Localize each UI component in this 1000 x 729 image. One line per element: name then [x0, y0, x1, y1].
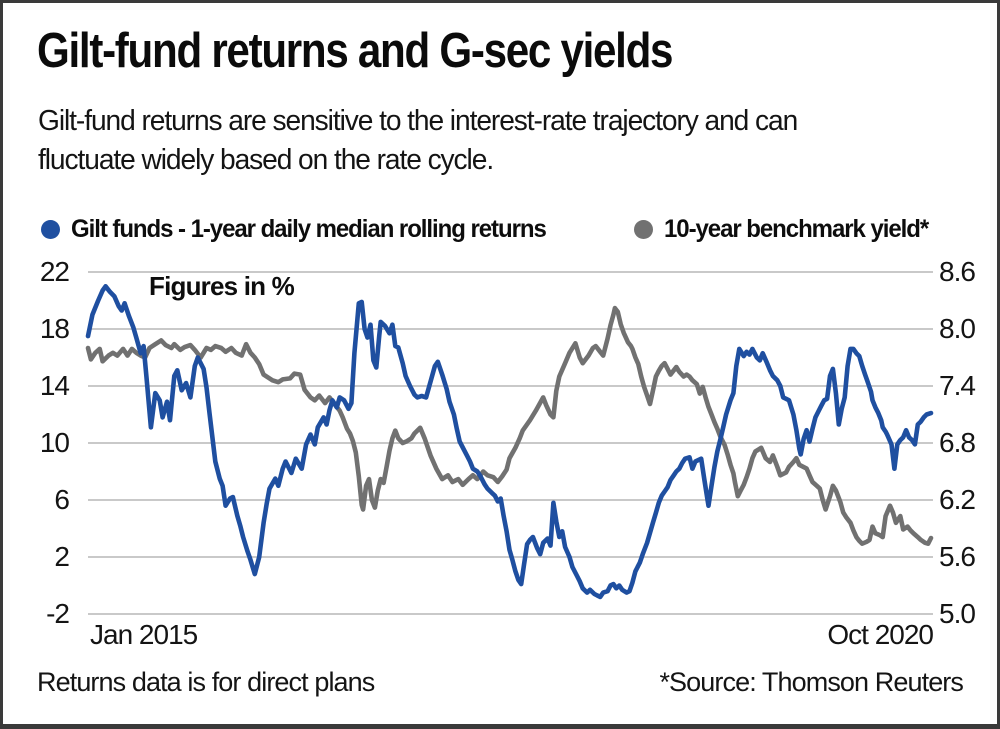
gilt-funds-legend-label: Gilt funds - 1-year daily median rolling… — [71, 214, 547, 243]
subtitle-line-2: fluctuate widely based on the rate cycle… — [38, 144, 494, 176]
left-axis-tick-label: 22 — [39, 256, 70, 287]
right-axis-tick-label: 6.8 — [939, 427, 976, 458]
x-axis-start-label: Jan 2015 — [90, 619, 198, 650]
gilt-funds-returns-line — [85, 283, 934, 600]
right-axis-tick-label: 6.2 — [939, 484, 976, 515]
left-axis-tick-label: -2 — [46, 598, 70, 629]
page-title: Gilt-fund returns and G-sec yields — [37, 24, 673, 78]
legend-item-benchmark-yield: 10-year benchmark yield* — [634, 214, 939, 244]
subtitle-line-1: Gilt-fund returns are sensitive to the i… — [38, 105, 798, 137]
right-axis-tick-label: 5.0 — [939, 598, 976, 629]
right-axis-tick-label: 7.4 — [939, 370, 976, 401]
right-y-axis: 8.6 8.0 7.4 6.8 6.2 5.6 5.0 — [939, 3, 997, 724]
footnote-source: *Source: Thomson Reuters — [659, 667, 963, 697]
right-axis-tick-label: 8.6 — [939, 256, 976, 287]
chart-subtitle: Gilt-fund returns are sensitive to the i… — [38, 102, 798, 180]
left-axis-tick-label: 18 — [39, 313, 70, 344]
right-axis-tick-label: 5.6 — [939, 541, 976, 572]
legend-item-gilt-funds: Gilt funds - 1-year daily median rolling… — [41, 214, 566, 244]
x-axis-end-label: Oct 2020 — [827, 619, 934, 650]
benchmark-yield-legend-dot-icon — [634, 219, 653, 239]
gilt-funds-legend-dot-icon — [41, 219, 60, 239]
left-axis-tick-label: 6 — [54, 484, 70, 515]
left-axis-tick-label: 10 — [39, 427, 70, 458]
benchmark-yield-line — [85, 305, 934, 547]
units-note: Figures in % — [149, 271, 295, 301]
right-axis-tick-label: 8.0 — [939, 313, 976, 344]
left-y-axis: 22 18 14 10 6 2 -2 — [3, 3, 70, 724]
left-axis-tick-label: 2 — [54, 541, 70, 572]
benchmark-yield-legend-label: 10-year benchmark yield* — [664, 214, 929, 243]
left-axis-tick-label: 14 — [39, 370, 70, 401]
footnote-returns-data: Returns data is for direct plans — [37, 667, 375, 697]
